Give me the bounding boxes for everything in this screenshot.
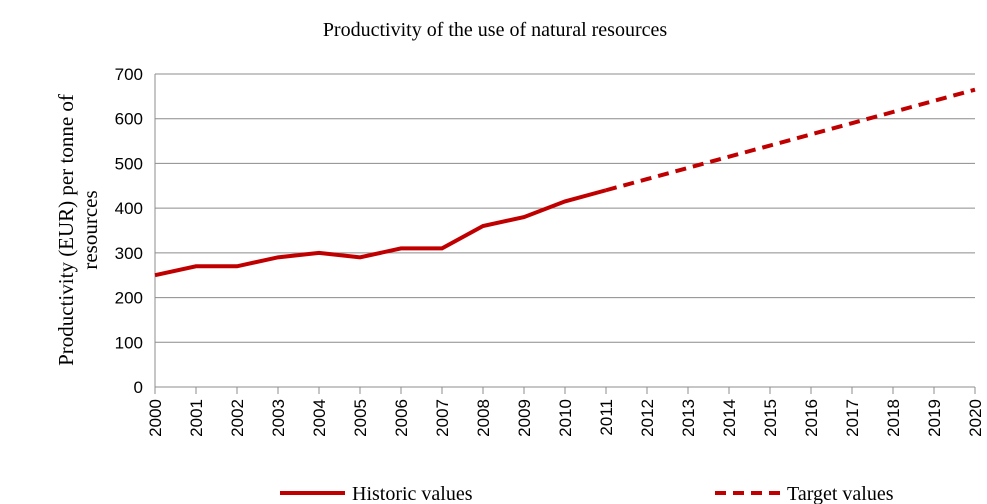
x-tick-label: 2000	[146, 399, 165, 437]
legend-label: Historic values	[352, 483, 473, 504]
x-tick-label: 2010	[556, 399, 575, 437]
x-tick-label: 2017	[843, 399, 862, 437]
y-tick-label: 600	[115, 110, 143, 129]
x-tick-label: 2015	[761, 399, 780, 437]
y-tick-label: 400	[115, 199, 143, 218]
x-tick-label: 2014	[720, 399, 739, 437]
y-tick-label: 100	[115, 333, 143, 352]
data-line	[605, 87, 976, 193]
x-tick-label: 2007	[433, 399, 452, 437]
x-tick-label: 2011	[597, 399, 616, 436]
x-tick-label: 2009	[515, 399, 534, 437]
x-tick-label: 2003	[269, 399, 288, 437]
chart-title: Productivity of the use of natural resou…	[323, 19, 668, 41]
y-tick-label: 700	[115, 65, 143, 84]
x-tick-label: 2001	[187, 399, 206, 437]
y-tick-label: 500	[115, 154, 143, 173]
y-axis-label: Productivity (EUR) per tonne of resource…	[54, 94, 102, 366]
x-tick-label: 2006	[392, 399, 411, 437]
x-tick-label: 2002	[228, 399, 247, 437]
x-tick-label: 2013	[679, 399, 698, 437]
x-tick-label: 2012	[638, 399, 657, 437]
legend-label: Target values	[787, 483, 894, 504]
x-tick-label: 2005	[351, 399, 370, 437]
y-tick-label: 200	[115, 289, 143, 308]
x-tick-label: 2004	[310, 399, 329, 437]
x-tick-label: 2016	[802, 399, 821, 437]
x-tick-label: 2008	[474, 399, 493, 437]
y-tick-label: 300	[115, 244, 143, 263]
x-tick-label: 2019	[925, 399, 944, 437]
data-line	[154, 188, 607, 278]
x-tick-label: 2018	[884, 399, 903, 437]
x-tick-label: 2020	[966, 399, 985, 437]
y-tick-label: 0	[134, 378, 143, 397]
